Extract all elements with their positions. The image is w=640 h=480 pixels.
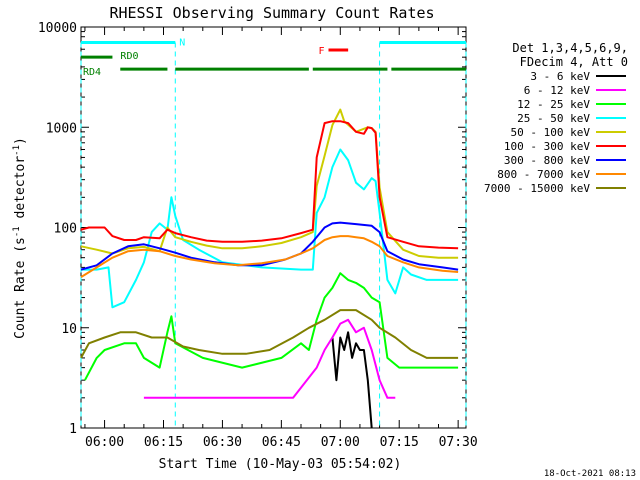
- series-line: [80, 235, 459, 278]
- series-line: [80, 309, 459, 359]
- y-axis-label-part: detector: [13, 156, 28, 227]
- legend-label: 100 - 300 keV: [504, 140, 590, 153]
- legend-label: 300 - 800 keV: [504, 154, 590, 167]
- x-tick-label: 07:00: [321, 435, 360, 450]
- legend-header-line: FDecim 4, Att 0: [520, 55, 628, 69]
- x-tick-label: 06:15: [144, 435, 183, 450]
- y-axis-label-part: Count Rate (s: [13, 237, 28, 339]
- legend-header-line: Det 1,3,4,5,6,9,: [512, 41, 628, 55]
- series-line: [331, 331, 373, 429]
- legend-label: 25 - 50 keV: [517, 112, 590, 125]
- y-axis-label-part: ): [13, 137, 28, 145]
- series-line: [143, 318, 396, 399]
- series-line: [84, 272, 459, 381]
- annotation-label-f: F: [318, 46, 324, 57]
- y-axis-label: Count Rate (s-1 detector-1): [12, 137, 28, 339]
- y-tick-label: 1000: [46, 121, 77, 136]
- legend-label: 800 - 7000 keV: [497, 168, 590, 181]
- y-axis-label-sup: -1: [12, 226, 22, 237]
- x-tick-label: 07:30: [439, 435, 478, 450]
- series-line: [81, 148, 459, 309]
- legend-label: 3 - 6 keV: [530, 70, 590, 83]
- plot-layer: 1 10 100 1000 10000 06:00 06:15 06:30 06:45 07:00…: [38, 21, 626, 450]
- legend-label: 6 - 12 keV: [524, 84, 591, 97]
- legend-label: 7000 - 15000 keV: [484, 182, 590, 195]
- x-axis-label: Start Time (10-May-03 05:54:02): [159, 457, 402, 472]
- legend-label: 12 - 25 keV: [517, 98, 590, 111]
- y-tick-label: 10000: [38, 21, 77, 36]
- annotation-label-rd4: RD4: [83, 67, 101, 78]
- x-tick-label: 06:00: [85, 435, 124, 450]
- legend-label: 50 - 100 keV: [511, 126, 591, 139]
- chart-title: RHESSI Observing Summary Count Rates: [109, 4, 434, 22]
- x-tick-label: 06:45: [262, 435, 301, 450]
- x-tick-label: 07:15: [380, 435, 419, 450]
- footer-timestamp: 18-Oct-2021 08:13: [544, 469, 636, 479]
- y-axis-label-sup: -1: [12, 145, 22, 156]
- y-tick-label: 100: [54, 222, 77, 237]
- annotation-label-rd0: RD0: [120, 51, 138, 62]
- annotation-label-n: N: [179, 38, 185, 49]
- y-tick-label: 1: [69, 422, 77, 437]
- x-tick-label: 06:30: [203, 435, 242, 450]
- series-line: [80, 120, 459, 250]
- y-tick-label: 10: [61, 322, 77, 337]
